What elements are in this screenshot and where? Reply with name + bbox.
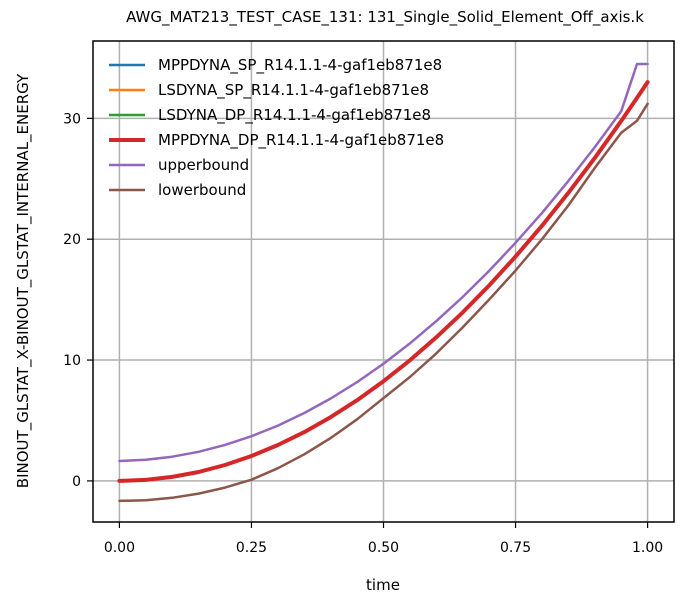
legend: MPPDYNA_SP_R14.1.1-4-gaf1eb871e8 LSDYNA_S…: [109, 56, 444, 199]
legend-entry: upperbound: [158, 156, 249, 174]
series-line-5: [118, 102, 649, 503]
x-tick-label: 0.50: [368, 540, 399, 556]
x-tick-label: 0.75: [500, 540, 531, 556]
legend-entry: MPPDYNA_SP_R14.1.1-4-gaf1eb871e8: [158, 56, 442, 75]
legend-entry: MPPDYNA_DP_R14.1.1-4-gaf1eb871e8: [158, 131, 444, 150]
x-tick-label: 0.25: [236, 540, 267, 556]
legend-entry: lowerbound: [158, 181, 246, 199]
series-line-3: [117, 80, 650, 483]
axis-ticks: 0.00 0.25 0.50 0.75 1.00 0 10 20 30: [63, 111, 663, 556]
y-tick-label: 0: [72, 474, 81, 490]
x-tick-label: 0.00: [104, 540, 135, 556]
chart-title: AWG_MAT213_TEST_CASE_131: 131_Single_Sol…: [126, 8, 644, 27]
series-line-4: [118, 62, 649, 463]
legend-entry: LSDYNA_DP_R14.1.1-4-gaf1eb871e8: [158, 106, 431, 125]
x-tick-label: 1.00: [632, 540, 663, 556]
y-tick-label: 30: [63, 111, 81, 127]
legend-entry: LSDYNA_SP_R14.1.1-4-gaf1eb871e8: [158, 81, 429, 100]
x-axis-label: time: [366, 576, 400, 594]
grid: [93, 41, 674, 522]
series-layer: [117, 62, 650, 503]
y-axis-label: BINOUT_GLSTAT_X-BINOUT_GLSTAT_INTERNAL_E…: [14, 73, 33, 488]
y-tick-label: 20: [63, 232, 81, 248]
y-tick-label: 10: [63, 353, 81, 369]
